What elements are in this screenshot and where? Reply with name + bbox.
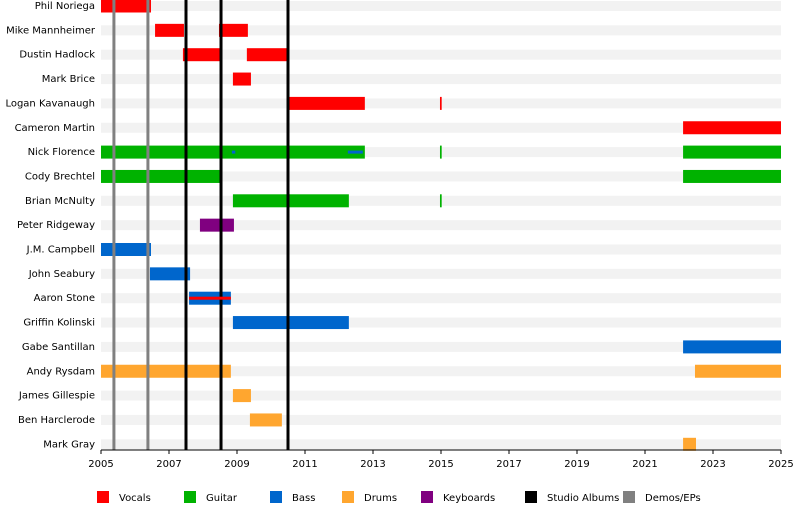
period-bar [182,48,222,62]
member-label: Mike Mannheimer [6,25,96,36]
period-bar [439,96,442,110]
member-label: Griffin Kolinski [23,318,95,329]
member-label: Cody Brechtel [25,171,95,182]
period-bar [286,96,365,110]
x-tick-label: 2023 [700,459,725,470]
member-label: J.M. Campbell [26,245,95,256]
row-stripe [101,268,781,279]
period-bar [439,145,442,159]
period-bar [232,72,251,86]
x-tick-label: 2019 [564,459,589,470]
row-stripe [101,414,781,425]
row-stripe [101,25,781,36]
x-tick-label: 2009 [224,459,249,470]
row-stripe [101,293,781,304]
member-label: Logan Kavanaugh [5,98,95,109]
member-label: Mark Brice [42,74,95,85]
row-stripe [101,122,781,133]
member-label: Brian McNulty [25,196,95,207]
x-tick-label: 2025 [768,459,793,470]
x-tick-label: 2007 [156,459,181,470]
x-tick-label: 2005 [88,459,113,470]
period-bar [101,169,223,183]
x-tick-label: 2017 [496,459,521,470]
row-stripe [101,171,781,182]
member-label: Phil Noriega [35,1,95,12]
period-bar [232,389,251,403]
legend-label: Vocals [119,493,151,504]
legend-swatch [623,491,635,503]
period-bar [218,23,248,37]
member-label: Peter Ridgeway [17,220,95,231]
member-label: Aaron Stone [34,293,95,304]
member-label: Mark Gray [43,439,95,450]
row-stripe [101,439,781,450]
row-stripe [101,49,781,60]
period-bar [155,23,184,37]
period-bar [683,145,781,159]
period-bar [149,267,191,281]
member-label: James Gillespie [18,391,95,402]
period-bar [694,364,781,378]
x-tick-label: 2011 [292,459,317,470]
member-label: Dustin Hadlock [19,50,95,61]
row-stripe [101,244,781,255]
period-bar [683,437,696,451]
row-stripe [101,366,781,377]
legend-swatch [421,491,433,503]
period-bar [189,296,231,300]
member-label: Cameron Martin [15,123,95,134]
period-bar [199,218,234,232]
legend-label: Keyboards [443,493,495,504]
legend-label: Drums [364,493,397,504]
legend-label: Bass [292,493,315,504]
period-bar [231,150,236,154]
member-label: Ben Harclerode [18,415,95,426]
member-label: Nick Florence [28,147,95,158]
row-stripe [101,390,781,401]
period-bar [347,150,363,154]
row-stripe [101,74,781,85]
row-stripe [101,1,781,11]
member-label: Andy Rysdam [27,366,95,377]
row-stripe [101,220,781,231]
period-bar [683,121,781,135]
period-bar [683,169,781,183]
period-bar [683,340,781,354]
period-bar [232,316,349,330]
legend-label: Studio Albums [547,493,619,504]
period-bar [439,194,442,208]
member-label: Gabe Santillan [22,342,95,353]
x-tick-label: 2015 [428,459,453,470]
x-tick-label: 2013 [360,459,385,470]
period-bar [246,48,287,62]
legend-swatch [184,491,196,503]
legend-label: Guitar [206,493,238,504]
row-stripe [101,341,781,352]
x-tick-label: 2021 [632,459,657,470]
legend-label: Demos/EPs [645,493,701,504]
legend-swatch [525,491,537,503]
period-bar [101,364,231,378]
legend-swatch [270,491,282,503]
period-bar [249,413,282,427]
legend-swatch [342,491,354,503]
period-bar [101,243,151,256]
period-bar [232,194,349,208]
legend-swatch [97,491,109,503]
period-bar [101,0,151,13]
member-label: John Seabury [28,269,95,280]
row-stripe [101,317,781,328]
